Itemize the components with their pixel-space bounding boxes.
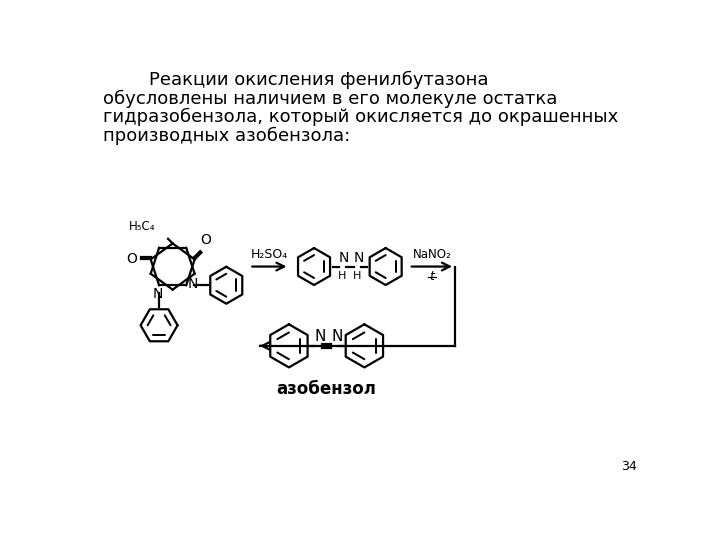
Text: N: N	[315, 329, 325, 345]
Text: H: H	[353, 271, 361, 281]
Text: производных азобензола:: производных азобензола:	[104, 126, 351, 145]
Text: Реакции окисления фенилбутазона: Реакции окисления фенилбутазона	[104, 71, 489, 89]
Text: N: N	[188, 276, 198, 291]
Text: H: H	[338, 271, 346, 281]
Text: N: N	[153, 287, 163, 301]
Text: t: t	[429, 269, 434, 282]
Text: N: N	[338, 251, 349, 265]
Text: O: O	[201, 233, 212, 247]
Text: H₂SO₄: H₂SO₄	[251, 248, 288, 261]
Text: N: N	[354, 251, 364, 265]
Text: 34: 34	[621, 460, 637, 473]
Text: O: O	[126, 252, 137, 266]
Text: азобензол: азобензол	[276, 380, 377, 398]
Text: гидразобензола, который окисляется до окрашенных: гидразобензола, который окисляется до ок…	[104, 108, 618, 126]
Text: NaNO₂: NaNO₂	[413, 248, 451, 261]
Text: обусловлены наличием в его молекуле остатка: обусловлены наличием в его молекуле оста…	[104, 90, 558, 107]
Text: H₅C₄: H₅C₄	[129, 220, 156, 233]
Text: N: N	[331, 329, 343, 345]
